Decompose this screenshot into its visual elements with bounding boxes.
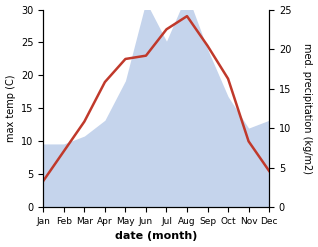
X-axis label: date (month): date (month) [115,231,197,242]
Y-axis label: med. precipitation (kg/m2): med. precipitation (kg/m2) [302,43,313,174]
Y-axis label: max temp (C): max temp (C) [5,75,16,142]
